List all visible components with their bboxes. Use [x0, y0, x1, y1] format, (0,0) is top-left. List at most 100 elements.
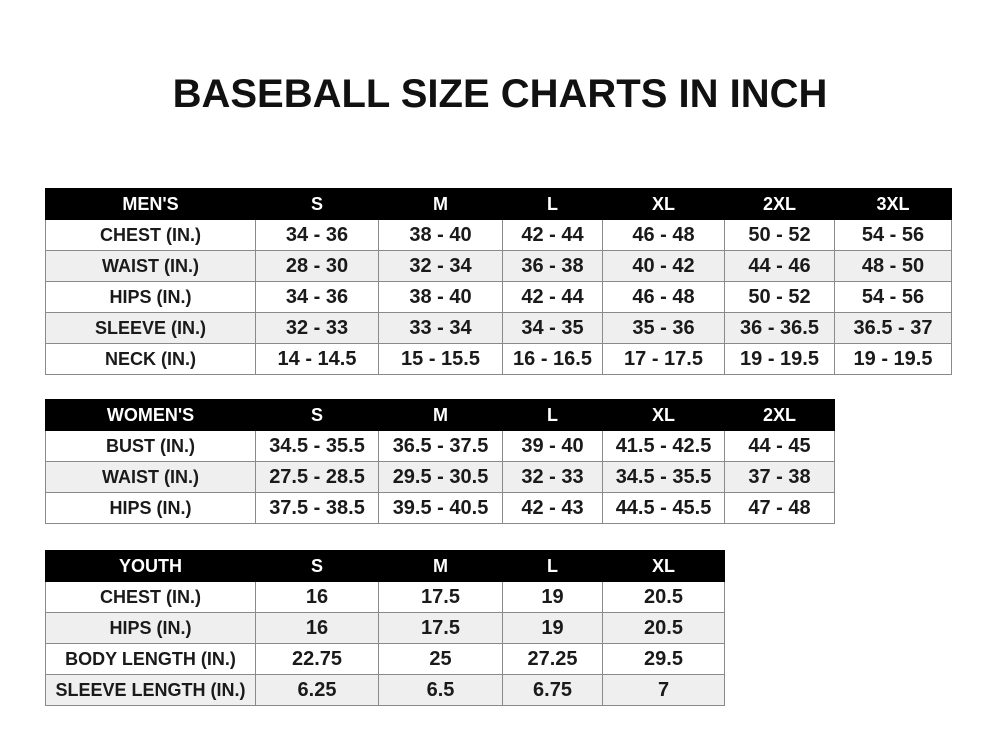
size-value: 20.5 — [602, 612, 725, 644]
table-row: SLEEVE (IN.) 32 - 33 33 - 34 34 - 35 35 - 36… — [45, 312, 952, 344]
size-value: 54 - 56 — [834, 219, 952, 251]
measurement-label: WAIST (IN.) — [45, 461, 256, 493]
size-value: 17.5 — [378, 581, 503, 613]
size-value: 47 - 48 — [724, 492, 835, 524]
table-row: WAIST (IN.) 28 - 30 32 - 34 36 - 38 40 - 42 4… — [45, 250, 952, 282]
table-row: BUST (IN.) 34.5 - 35.5 36.5 - 37.5 39 - 40 4… — [45, 430, 835, 462]
size-value: 19 - 19.5 — [724, 343, 835, 375]
size-value: 46 - 48 — [602, 219, 725, 251]
size-value: 19 — [502, 612, 603, 644]
size-value: 34 - 35 — [502, 312, 603, 344]
size-header: M — [378, 188, 503, 220]
size-value: 50 - 52 — [724, 219, 835, 251]
size-value: 34 - 36 — [255, 281, 379, 313]
size-value: 38 - 40 — [378, 219, 503, 251]
size-header: L — [502, 550, 603, 582]
size-value: 35 - 36 — [602, 312, 725, 344]
size-value: 44 - 45 — [724, 430, 835, 462]
size-value: 7 — [602, 674, 725, 706]
size-value: 34.5 - 35.5 — [255, 430, 379, 462]
size-value: 16 — [255, 581, 379, 613]
size-value: 32 - 33 — [502, 461, 603, 493]
size-value: 29.5 — [602, 643, 725, 675]
table-row: CHEST (IN.) 34 - 36 38 - 40 42 - 44 46 - 48 5… — [45, 219, 952, 251]
size-value: 15 - 15.5 — [378, 343, 503, 375]
measurement-label: WAIST (IN.) — [45, 250, 256, 282]
size-value: 36.5 - 37.5 — [378, 430, 503, 462]
size-value: 37.5 - 38.5 — [255, 492, 379, 524]
size-header: XL — [602, 399, 725, 431]
size-value: 40 - 42 — [602, 250, 725, 282]
womens-size-table: WOMEN'S S M L XL 2XL BUST (IN.) 34.5 - 35.5 36.5… — [45, 399, 835, 524]
table-row: NECK (IN.) 14 - 14.5 15 - 15.5 16 - 16.5 17 … — [45, 343, 952, 375]
size-value: 34 - 36 — [255, 219, 379, 251]
size-header: 2XL — [724, 399, 835, 431]
size-value: 20.5 — [602, 581, 725, 613]
size-header: S — [255, 188, 379, 220]
size-value: 32 - 34 — [378, 250, 503, 282]
measurement-label: BUST (IN.) — [45, 430, 256, 462]
size-value: 50 - 52 — [724, 281, 835, 313]
size-value: 33 - 34 — [378, 312, 503, 344]
size-value: 19 - 19.5 — [834, 343, 952, 375]
size-value: 6.5 — [378, 674, 503, 706]
size-value: 28 - 30 — [255, 250, 379, 282]
measurement-label: HIPS (IN.) — [45, 281, 256, 313]
size-value: 6.75 — [502, 674, 603, 706]
size-value: 37 - 38 — [724, 461, 835, 493]
size-value: 27.5 - 28.5 — [255, 461, 379, 493]
measurement-label: CHEST (IN.) — [45, 219, 256, 251]
size-value: 41.5 - 42.5 — [602, 430, 725, 462]
table-row: HIPS (IN.) 37.5 - 38.5 39.5 - 40.5 42 - 43 4… — [45, 492, 835, 524]
mens-size-table: MEN'S S M L XL 2XL 3XL CHEST (IN.) 34 - 36 38 - 4… — [45, 188, 952, 375]
size-value: 46 - 48 — [602, 281, 725, 313]
size-value: 17 - 17.5 — [602, 343, 725, 375]
size-value: 34.5 - 35.5 — [602, 461, 725, 493]
table-row: WAIST (IN.) 27.5 - 28.5 29.5 - 30.5 32 - 33… — [45, 461, 835, 493]
measurement-label: NECK (IN.) — [45, 343, 256, 375]
table-row: SLEEVE LENGTH (IN.) 6.25 6.5 6.75 7 — [45, 674, 725, 706]
size-value: 48 - 50 — [834, 250, 952, 282]
size-value: 17.5 — [378, 612, 503, 644]
measurement-label: HIPS (IN.) — [45, 492, 256, 524]
size-value: 16 - 16.5 — [502, 343, 603, 375]
size-value: 36.5 - 37 — [834, 312, 952, 344]
size-value: 42 - 44 — [502, 219, 603, 251]
size-header: XL — [602, 188, 725, 220]
youth-size-table: YOUTH S M L XL CHEST (IN.) 16 17.5 19 20.5 HIPS (I… — [45, 550, 725, 706]
table-row: CHEST (IN.) 16 17.5 19 20.5 — [45, 581, 725, 613]
header-row: MEN'S S M L XL 2XL 3XL — [45, 188, 952, 220]
size-header: M — [378, 399, 503, 431]
size-value: 44 - 46 — [724, 250, 835, 282]
size-value: 36 - 36.5 — [724, 312, 835, 344]
size-value: 38 - 40 — [378, 281, 503, 313]
size-value: 54 - 56 — [834, 281, 952, 313]
category-header: YOUTH — [45, 550, 256, 582]
size-header: 2XL — [724, 188, 835, 220]
table-row: BODY LENGTH (IN.) 22.75 25 27.25 29.5 — [45, 643, 725, 675]
table-row: HIPS (IN.) 34 - 36 38 - 40 42 - 44 46 - 48 50… — [45, 281, 952, 313]
size-value: 22.75 — [255, 643, 379, 675]
category-header: WOMEN'S — [45, 399, 256, 431]
measurement-label: HIPS (IN.) — [45, 612, 256, 644]
measurement-label: BODY LENGTH (IN.) — [45, 643, 256, 675]
size-header: M — [378, 550, 503, 582]
size-value: 14 - 14.5 — [255, 343, 379, 375]
size-value: 27.25 — [502, 643, 603, 675]
size-header: S — [255, 399, 379, 431]
size-value: 6.25 — [255, 674, 379, 706]
table-row: HIPS (IN.) 16 17.5 19 20.5 — [45, 612, 725, 644]
size-value: 36 - 38 — [502, 250, 603, 282]
size-value: 42 - 43 — [502, 492, 603, 524]
category-header: MEN'S — [45, 188, 256, 220]
size-header: L — [502, 188, 603, 220]
size-header: XL — [602, 550, 725, 582]
size-value: 25 — [378, 643, 503, 675]
size-header: L — [502, 399, 603, 431]
size-value: 39 - 40 — [502, 430, 603, 462]
size-value: 16 — [255, 612, 379, 644]
size-value: 19 — [502, 581, 603, 613]
size-header: S — [255, 550, 379, 582]
size-value: 44.5 - 45.5 — [602, 492, 725, 524]
measurement-label: CHEST (IN.) — [45, 581, 256, 613]
